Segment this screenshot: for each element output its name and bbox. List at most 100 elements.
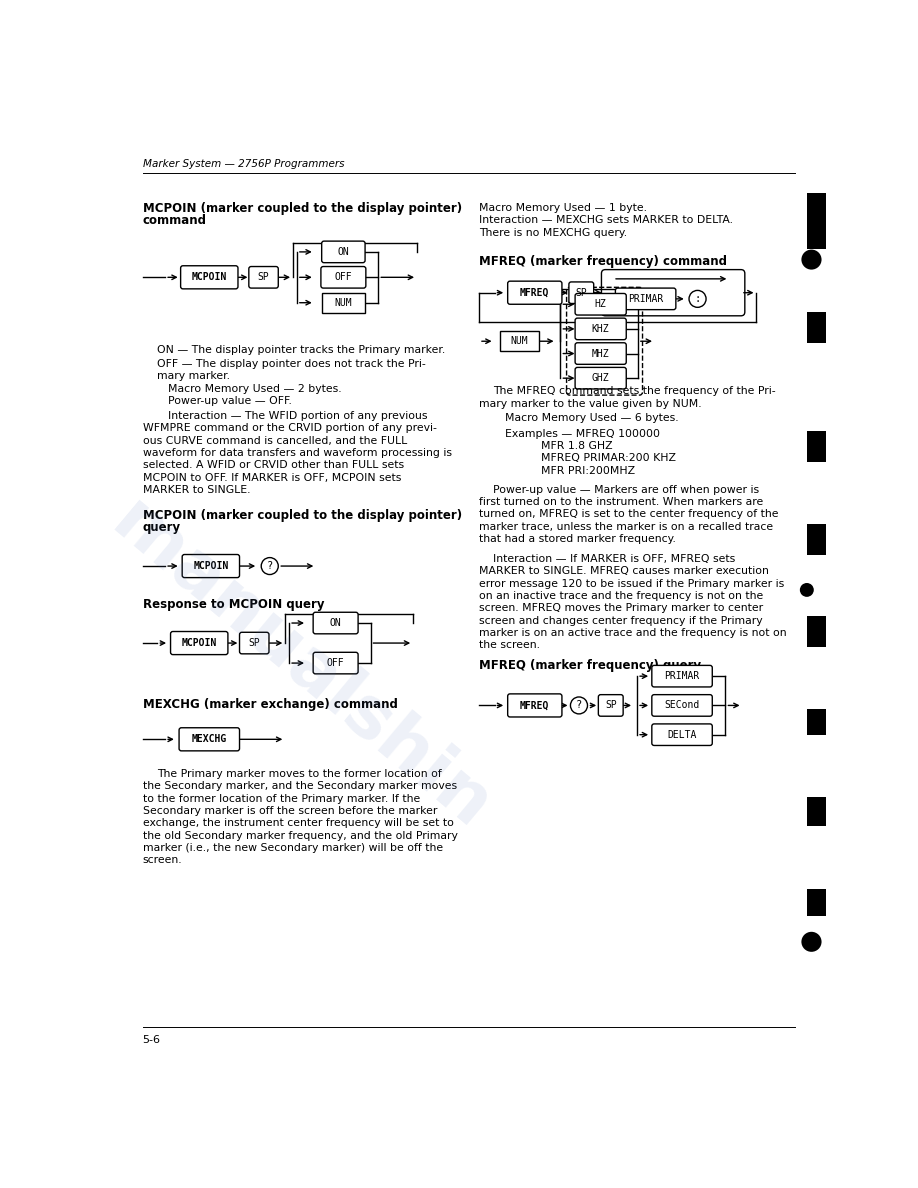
Bar	[807, 192, 826, 248]
Circle shape	[800, 583, 813, 596]
Text: selected. A WFID or CRVID other than FULL sets: selected. A WFID or CRVID other than FUL…	[142, 460, 404, 470]
FancyBboxPatch shape	[182, 555, 240, 577]
Text: WFMPRE command or the CRVID portion of any previ-: WFMPRE command or the CRVID portion of a…	[142, 423, 437, 434]
FancyBboxPatch shape	[181, 266, 238, 289]
Text: MFREQ (marker frequency) command: MFREQ (marker frequency) command	[479, 255, 727, 268]
Bar	[807, 524, 826, 555]
FancyBboxPatch shape	[321, 292, 365, 312]
Text: exchange, the instrument center frequency will be set to: exchange, the instrument center frequenc…	[142, 819, 453, 828]
Text: OFF — The display pointer does not track the Pri-: OFF — The display pointer does not track…	[157, 359, 425, 369]
Text: waveform for data transfers and waveform processing is: waveform for data transfers and waveform…	[142, 448, 452, 457]
Text: SP: SP	[605, 701, 617, 710]
Text: Power-up value — Markers are off when power is: Power-up value — Markers are off when po…	[493, 485, 759, 495]
Text: first turned on to the instrument. When markers are: first turned on to the instrument. When …	[479, 497, 763, 507]
Text: Secondary marker is off the screen before the marker: Secondary marker is off the screen befor…	[142, 805, 437, 816]
Text: to the former location of the Primary marker. If the: to the former location of the Primary ma…	[142, 794, 420, 803]
Circle shape	[801, 931, 822, 952]
Text: :: :	[694, 293, 700, 304]
Text: GHZ: GHZ	[592, 373, 610, 384]
Text: command: command	[142, 214, 207, 227]
Text: There is no MEXCHG query.: There is no MEXCHG query.	[479, 228, 627, 238]
Text: PRIMAR: PRIMAR	[628, 293, 663, 304]
Text: MCPOIN (marker coupled to the display pointer): MCPOIN (marker coupled to the display po…	[142, 202, 462, 215]
Text: OFF: OFF	[327, 658, 344, 668]
FancyBboxPatch shape	[179, 728, 240, 751]
Text: marker is on an active trace and the frequency is not on: marker is on an active trace and the fre…	[479, 628, 787, 638]
Bar	[807, 708, 826, 735]
Text: mary marker.: mary marker.	[157, 371, 230, 381]
Text: Response to MCPOIN query: Response to MCPOIN query	[142, 598, 324, 611]
Text: NUM: NUM	[334, 298, 353, 308]
Text: SECond: SECond	[665, 701, 700, 710]
Text: screen and changes center frequency if the Primary: screen and changes center frequency if t…	[479, 615, 763, 626]
Text: the screen.: the screen.	[479, 640, 540, 650]
FancyBboxPatch shape	[652, 723, 712, 746]
FancyBboxPatch shape	[601, 270, 744, 316]
Text: SP: SP	[576, 287, 588, 298]
Text: 5-6: 5-6	[142, 1035, 161, 1044]
Text: OFF: OFF	[334, 272, 353, 283]
FancyBboxPatch shape	[313, 652, 358, 674]
Text: Examples — MFREQ 100000: Examples — MFREQ 100000	[505, 429, 659, 438]
Text: ON — The display pointer tracks the Primary marker.: ON — The display pointer tracks the Prim…	[157, 346, 445, 355]
Text: the old Secondary marker frequency, and the old Primary: the old Secondary marker frequency, and …	[142, 830, 457, 841]
Text: screen. MFREQ moves the Primary marker to center: screen. MFREQ moves the Primary marker t…	[479, 604, 763, 613]
Text: MEXCHG (marker exchange) command: MEXCHG (marker exchange) command	[142, 699, 397, 712]
FancyBboxPatch shape	[249, 266, 278, 287]
Text: Macro Memory Used — 6 bytes.: Macro Memory Used — 6 bytes.	[505, 413, 678, 423]
Text: SP: SP	[258, 272, 269, 283]
FancyBboxPatch shape	[575, 343, 626, 365]
Text: PRIMAR: PRIMAR	[665, 671, 700, 681]
Text: MEXCHG: MEXCHG	[192, 734, 227, 745]
FancyBboxPatch shape	[652, 695, 712, 716]
Bar	[807, 312, 826, 343]
Text: DELTA: DELTA	[667, 729, 697, 740]
Text: ous CURVE command is cancelled, and the FULL: ous CURVE command is cancelled, and the …	[142, 436, 407, 446]
Bar	[807, 617, 826, 647]
Text: on an inactive trace and the frequency is not on the: on an inactive trace and the frequency i…	[479, 592, 763, 601]
Text: screen.: screen.	[142, 855, 183, 865]
Text: MFREQ (marker frequency) query: MFREQ (marker frequency) query	[479, 659, 701, 672]
Text: MFREQ: MFREQ	[521, 287, 550, 298]
Circle shape	[801, 249, 822, 270]
Text: MARKER to SINGLE. MFREQ causes marker execution: MARKER to SINGLE. MFREQ causes marker ex…	[479, 567, 769, 576]
Text: turned on, MFREQ is set to the center frequency of the: turned on, MFREQ is set to the center fr…	[479, 510, 778, 519]
Text: MCPOIN: MCPOIN	[192, 272, 227, 283]
Text: manualshin: manualshin	[98, 488, 503, 845]
FancyBboxPatch shape	[313, 612, 358, 634]
Text: marker (i.e., the new Secondary marker) will be off the: marker (i.e., the new Secondary marker) …	[142, 842, 442, 853]
FancyBboxPatch shape	[321, 266, 366, 287]
Text: MFREQ PRIMAR:200 KHZ: MFREQ PRIMAR:200 KHZ	[541, 454, 676, 463]
Text: MFREQ: MFREQ	[521, 701, 550, 710]
FancyBboxPatch shape	[599, 695, 623, 716]
Text: marker trace, unless the marker is on a recalled trace: marker trace, unless the marker is on a …	[479, 522, 773, 532]
Text: ?: ?	[576, 701, 582, 710]
Text: Macro Memory Used — 1 byte.: Macro Memory Used — 1 byte.	[479, 203, 647, 213]
Text: Interaction — If MARKER is OFF, MFREQ sets: Interaction — If MARKER is OFF, MFREQ se…	[493, 554, 735, 564]
Text: HZ: HZ	[595, 299, 607, 309]
Text: error message 120 to be issued if the Primary marker is: error message 120 to be issued if the Pr…	[479, 579, 784, 589]
Text: MHZ: MHZ	[592, 348, 610, 359]
FancyBboxPatch shape	[508, 282, 562, 304]
Text: ON: ON	[330, 618, 341, 628]
FancyBboxPatch shape	[240, 632, 269, 653]
Bar	[807, 797, 826, 827]
Text: Marker System — 2756P Programmers: Marker System — 2756P Programmers	[142, 159, 344, 169]
Text: MCPOIN (marker coupled to the display pointer): MCPOIN (marker coupled to the display po…	[142, 508, 462, 522]
Text: that had a stored marker frequency.: that had a stored marker frequency.	[479, 535, 676, 544]
Text: MCPOIN to OFF. If MARKER is OFF, MCPOIN sets: MCPOIN to OFF. If MARKER is OFF, MCPOIN …	[142, 473, 401, 482]
FancyBboxPatch shape	[508, 694, 562, 718]
Text: MFR 1.8 GHZ: MFR 1.8 GHZ	[541, 441, 612, 451]
Text: The MFREQ command sets the frequency of the Pri-: The MFREQ command sets the frequency of …	[493, 386, 776, 397]
Text: ?: ?	[266, 561, 273, 571]
Text: The Primary marker moves to the former location of: The Primary marker moves to the former l…	[157, 769, 442, 779]
FancyBboxPatch shape	[575, 367, 626, 388]
Text: Power-up value — OFF.: Power-up value — OFF.	[168, 397, 292, 406]
Text: mary marker to the value given by NUM.: mary marker to the value given by NUM.	[479, 399, 701, 409]
Text: Interaction — The WFID portion of any previous: Interaction — The WFID portion of any pr…	[168, 411, 428, 421]
FancyBboxPatch shape	[569, 282, 594, 303]
FancyBboxPatch shape	[575, 318, 626, 340]
Text: MFR PRI:200MHZ: MFR PRI:200MHZ	[541, 466, 635, 475]
Text: MARKER to SINGLE.: MARKER to SINGLE.	[142, 485, 250, 495]
Text: ON: ON	[338, 247, 349, 257]
